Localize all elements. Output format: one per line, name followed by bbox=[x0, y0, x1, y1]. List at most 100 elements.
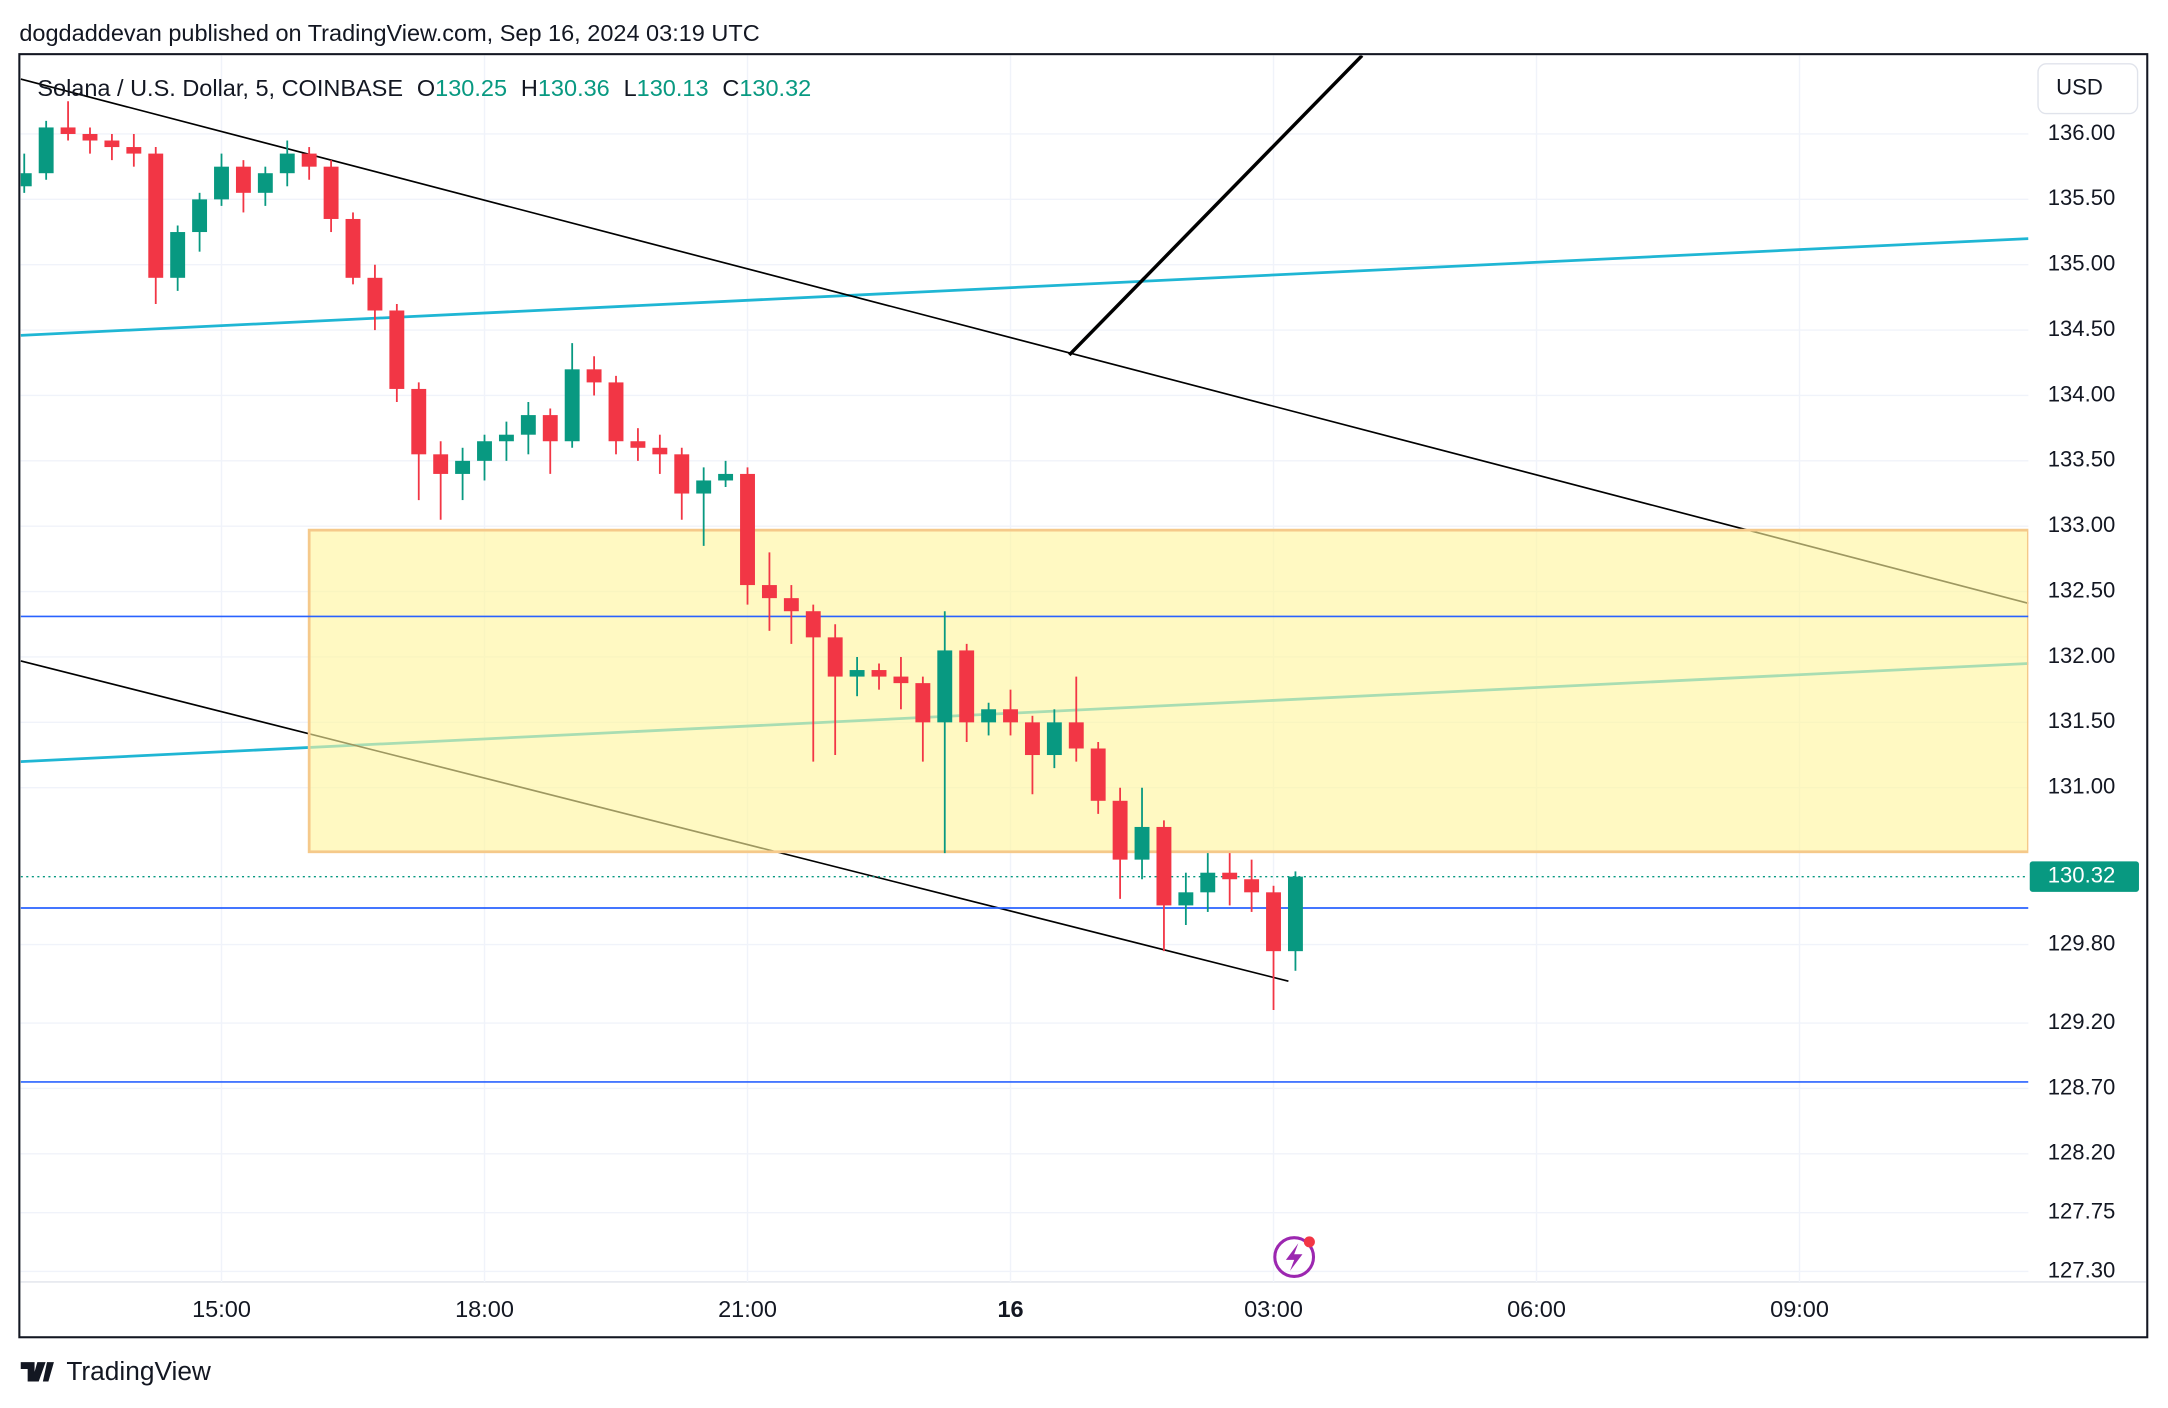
flash-bolt bbox=[1285, 1243, 1303, 1271]
candle-body bbox=[1222, 872, 1238, 880]
y-tick-label: 128.70 bbox=[2048, 1074, 2116, 1099]
candle-body bbox=[279, 153, 295, 174]
publisher-line: dogdaddevan published on TradingView.com… bbox=[19, 20, 759, 46]
candle-body bbox=[1068, 722, 1084, 749]
trendline bbox=[20, 237, 2029, 337]
y-tick-label: 129.80 bbox=[2048, 930, 2116, 955]
candle-body bbox=[740, 473, 755, 586]
y-tick-label: 135.00 bbox=[2048, 251, 2116, 276]
candle-body bbox=[1024, 722, 1040, 756]
candle-body bbox=[542, 415, 558, 442]
candle-body bbox=[411, 388, 427, 455]
y-tick-label: 134.00 bbox=[2048, 381, 2116, 406]
candle-body bbox=[586, 369, 602, 383]
ohlc-value: 130.25 bbox=[435, 75, 507, 101]
x-tick-label: 18:00 bbox=[455, 1296, 514, 1322]
candle-body bbox=[652, 447, 668, 455]
footer-logo: TradingView bbox=[20, 1356, 212, 1386]
ohlc-key: C bbox=[722, 75, 739, 101]
candle-body bbox=[477, 441, 492, 461]
candle-body bbox=[235, 166, 251, 193]
candle-body bbox=[1244, 879, 1260, 893]
candle-body bbox=[192, 199, 208, 233]
candle-body bbox=[323, 166, 339, 219]
candle-body bbox=[389, 310, 405, 389]
y-tick-label: 127.75 bbox=[2048, 1198, 2116, 1223]
trendline bbox=[20, 78, 2029, 605]
flash-dot bbox=[1303, 1236, 1315, 1248]
footer-brand: TradingView bbox=[66, 1356, 212, 1386]
y-tick-label: 135.50 bbox=[2048, 185, 2116, 210]
candle-body bbox=[1178, 892, 1194, 906]
candle-body bbox=[1200, 872, 1216, 893]
y-tick-label: 134.50 bbox=[2048, 316, 2116, 341]
axes: 136.00 135.50 135.00 134.50 134.00 133.50 133.… bbox=[192, 120, 2139, 1322]
ohlc-key: H bbox=[521, 75, 538, 101]
candle-body bbox=[849, 670, 865, 677]
candle-body bbox=[805, 611, 821, 638]
candle-body bbox=[60, 127, 76, 134]
candle-body bbox=[871, 670, 887, 677]
candle-body bbox=[257, 173, 273, 193]
trendline bbox=[1068, 55, 1364, 357]
last-price-label: 130.32 bbox=[2048, 862, 2116, 887]
candle-body bbox=[367, 277, 383, 311]
x-tick-label: 21:00 bbox=[718, 1296, 777, 1322]
y-tick-label: 132.00 bbox=[2048, 643, 2116, 668]
candle-body bbox=[893, 676, 909, 684]
candle-body bbox=[520, 415, 536, 435]
y-tick-label: 128.20 bbox=[2048, 1140, 2116, 1165]
candle-body bbox=[214, 166, 229, 200]
candle-body bbox=[104, 140, 120, 148]
x-tick-label: 03:00 bbox=[1244, 1296, 1303, 1322]
currency-button[interactable] bbox=[2037, 63, 2139, 115]
candle-body bbox=[82, 133, 98, 141]
candle-body bbox=[1090, 748, 1106, 801]
y-tick-label: 131.50 bbox=[2048, 708, 2116, 733]
candle-body bbox=[345, 218, 361, 278]
logo-mark bbox=[20, 1362, 54, 1382]
x-tick-label: 09:00 bbox=[1770, 1296, 1829, 1322]
candle-body bbox=[148, 153, 164, 278]
currency[interactable]: USD bbox=[2056, 75, 2103, 100]
y-tick-label: 136.00 bbox=[2048, 120, 2116, 145]
candle-body bbox=[126, 147, 142, 154]
candle-body bbox=[20, 173, 32, 187]
candle-body bbox=[301, 153, 317, 167]
ohlc-value: 130.13 bbox=[637, 75, 709, 101]
flash-circle bbox=[1273, 1236, 1316, 1278]
x-tick-label: 06:00 bbox=[1507, 1296, 1566, 1322]
y-tick-label: 132.50 bbox=[2048, 577, 2116, 602]
ohlc-value: 130.36 bbox=[538, 75, 610, 101]
candle-body bbox=[170, 232, 186, 278]
candle-body bbox=[827, 637, 843, 677]
candle-body bbox=[1266, 892, 1281, 952]
ohlc-key: L bbox=[624, 75, 637, 101]
y-tick-label: 131.00 bbox=[2048, 774, 2116, 799]
y-tick-label: 133.00 bbox=[2048, 512, 2116, 537]
ohlc: O130.25 H130.36 L130.13 C130.32 bbox=[417, 75, 811, 101]
ohlc-value: 130.32 bbox=[739, 75, 811, 101]
candle-body bbox=[1156, 826, 1172, 906]
candle-body bbox=[433, 454, 449, 474]
y-tick-label: 127.30 bbox=[2048, 1257, 2116, 1282]
candle-body bbox=[959, 650, 975, 723]
candle-body bbox=[761, 585, 777, 599]
candle-body bbox=[937, 650, 953, 723]
candle-body bbox=[1046, 722, 1062, 756]
candle-body bbox=[1134, 826, 1150, 860]
flash-icon bbox=[1273, 1236, 1316, 1278]
ohlc-key: O bbox=[417, 75, 435, 101]
x-tick-label: 16 bbox=[997, 1296, 1023, 1322]
candle-body bbox=[696, 480, 712, 494]
y-tick-label: 129.20 bbox=[2048, 1009, 2116, 1034]
drawings bbox=[20, 55, 2029, 1083]
legend: Solana / U.S. Dollar, 5, COINBASE O130.25… bbox=[37, 75, 811, 101]
candle-body bbox=[1003, 709, 1018, 723]
candle-body bbox=[1112, 800, 1128, 860]
candle-body bbox=[608, 382, 624, 442]
candle-body bbox=[455, 460, 471, 474]
candle-body bbox=[674, 454, 690, 494]
